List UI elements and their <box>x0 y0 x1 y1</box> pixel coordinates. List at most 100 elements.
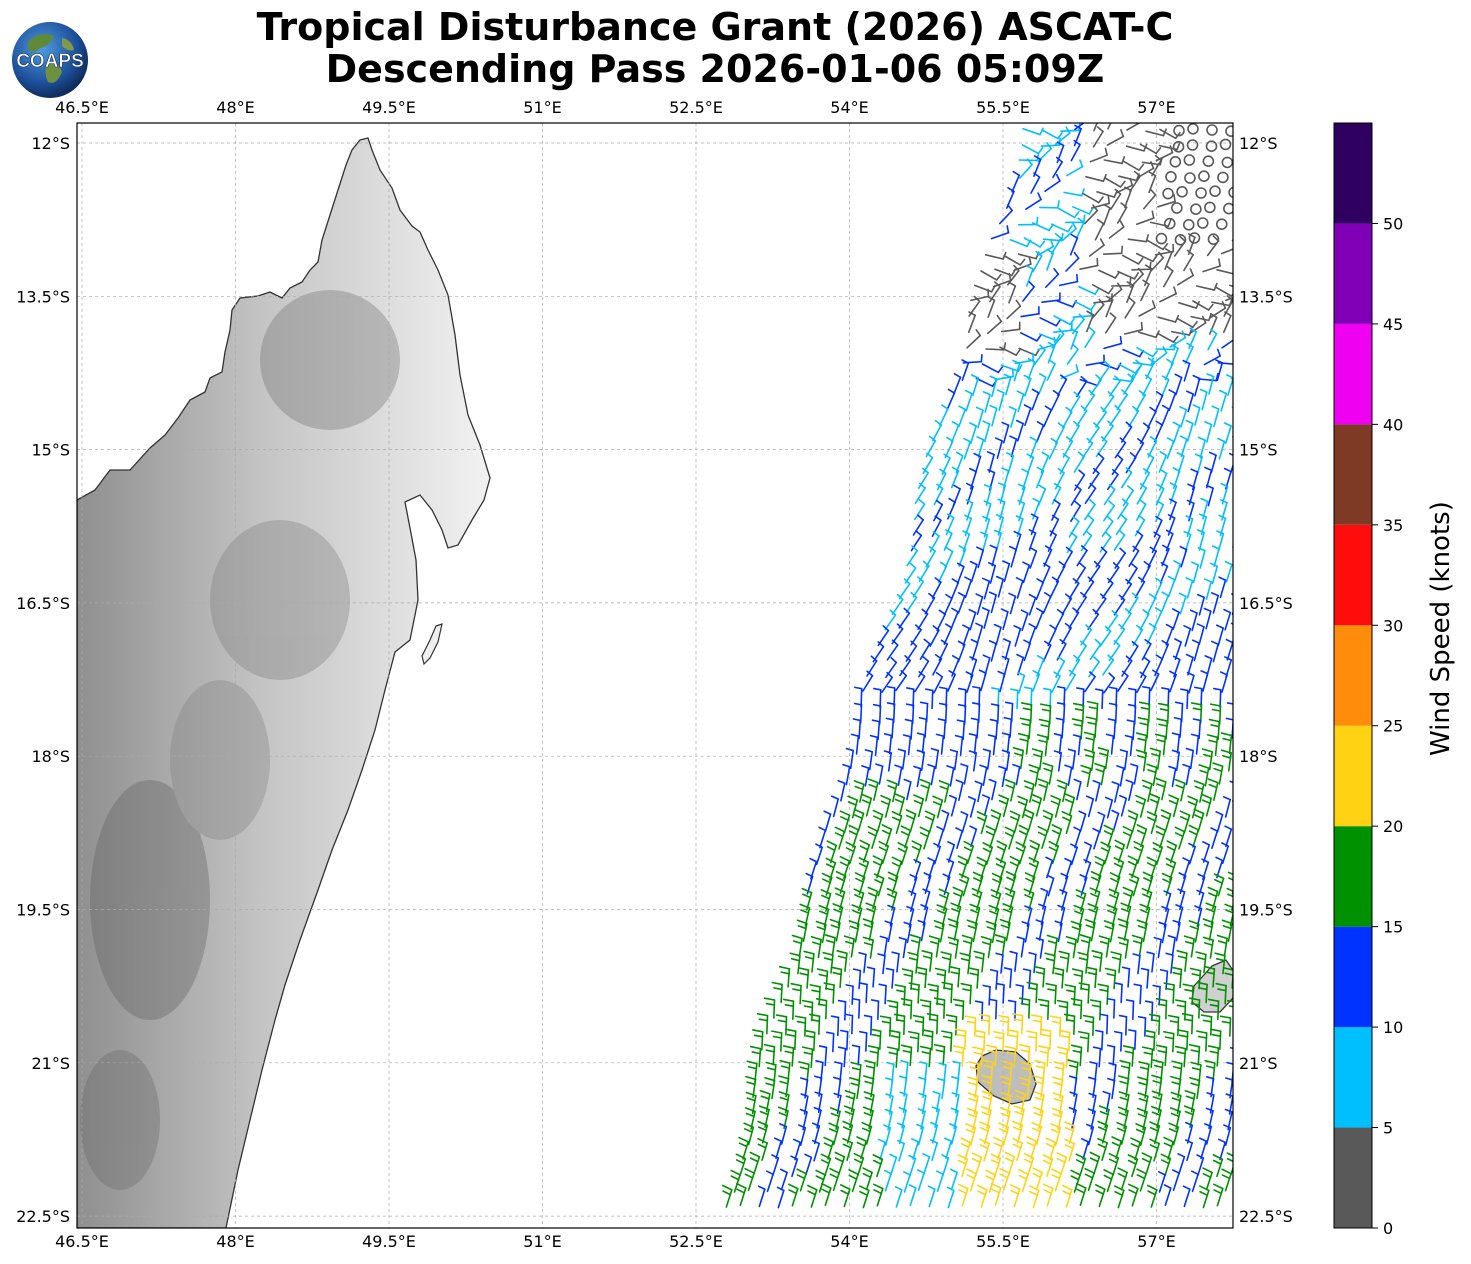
wind-barb <box>1042 1154 1054 1178</box>
wind-barb <box>756 1013 769 1035</box>
wind-barb <box>986 314 1003 335</box>
wind-barb <box>1099 625 1112 647</box>
wind-barb <box>845 747 854 770</box>
wind-barb <box>1064 1138 1075 1162</box>
wind-barb <box>1019 158 1033 179</box>
wind-barb <box>896 1139 905 1162</box>
wind-barb <box>1191 1170 1199 1193</box>
wind-barb <box>947 918 959 941</box>
wind-barb <box>1029 436 1038 459</box>
wind-barb <box>744 1167 755 1191</box>
wind-barb <box>853 780 865 803</box>
wind-barb <box>872 809 884 833</box>
wind-barb <box>1105 733 1115 755</box>
wind-barb <box>873 687 882 709</box>
wind-barb <box>1202 936 1214 959</box>
wind-barb <box>1050 389 1060 412</box>
wind-barb <box>1108 702 1118 724</box>
wind-barb <box>891 951 900 973</box>
wind-barb <box>1041 562 1051 585</box>
wind-barb <box>1221 156 1233 169</box>
wind-barb <box>1095 1029 1104 1051</box>
wind-barb <box>1076 405 1088 427</box>
wind-barb <box>1089 999 1102 1021</box>
wind-barb <box>1061 221 1077 242</box>
wind-barb <box>1196 593 1205 616</box>
wind-barb <box>1177 1152 1186 1175</box>
lon-tick-label-top: 57°E <box>1137 98 1175 117</box>
wind-barb <box>949 1123 958 1145</box>
wind-barb <box>1019 331 1042 342</box>
wind-barb <box>1101 420 1114 442</box>
wind-barb <box>979 1138 990 1162</box>
wind-barb <box>1155 777 1167 801</box>
wind-barb <box>1171 749 1180 772</box>
wind-barb <box>1188 1043 1201 1066</box>
wind-barb <box>1124 186 1132 209</box>
wind-barb <box>939 686 948 708</box>
wind-barb <box>1025 264 1034 287</box>
wind-barb <box>1023 1152 1035 1176</box>
wind-barb <box>1083 204 1099 225</box>
wind-barb <box>1046 248 1055 271</box>
wind-barb <box>1098 360 1111 382</box>
wind-barb <box>1152 984 1161 1006</box>
wind-barb <box>1211 592 1220 614</box>
wind-barb <box>946 765 955 787</box>
wind-barb <box>894 1185 903 1208</box>
wind-barb <box>1042 233 1064 242</box>
wind-barb <box>1128 873 1140 897</box>
wind-barb <box>1001 421 1010 444</box>
wind-barb <box>992 272 1012 288</box>
wind-barb <box>1103 335 1123 350</box>
wind-barb <box>1193 808 1205 832</box>
wind-barb <box>1126 719 1136 741</box>
wind-barb <box>809 984 821 1006</box>
wind-barb <box>1200 670 1209 692</box>
lon-tick-label-bottom: 52.5°E <box>669 1232 723 1251</box>
wind-barb <box>886 639 899 661</box>
wind-barb <box>1144 1029 1156 1052</box>
wind-barb <box>1061 810 1073 835</box>
wind-barb <box>1136 1168 1147 1192</box>
wind-barb <box>1028 593 1037 616</box>
wind-barb <box>1028 764 1040 787</box>
wind-barb <box>1061 593 1073 616</box>
wind-barb <box>1204 1123 1213 1145</box>
wind-barb <box>877 1138 886 1161</box>
wind-barb <box>1118 794 1128 817</box>
wind-barb <box>971 1046 984 1068</box>
wind-barb <box>1036 734 1049 757</box>
wind-barb <box>866 966 876 988</box>
wind-barb <box>1219 138 1232 151</box>
wind-barb <box>958 687 967 709</box>
wind-barb <box>933 842 942 865</box>
wind-barb <box>1126 281 1135 304</box>
wind-barb <box>1099 1013 1109 1035</box>
wind-barb <box>1235 813 1241 833</box>
wind-barb <box>1221 842 1230 865</box>
wind-barb <box>1117 936 1129 959</box>
wind-barb <box>1003 716 1013 739</box>
wind-barb <box>1173 716 1183 739</box>
colorbar-frame <box>1333 122 1373 1229</box>
wind-barb <box>981 794 991 817</box>
wind-barb <box>1118 1014 1128 1036</box>
wind-barb <box>1035 919 1044 941</box>
wind-barb <box>1188 232 1201 244</box>
wind-barb <box>1182 763 1191 786</box>
wind-barb <box>862 936 874 959</box>
wind-barb <box>930 1121 939 1144</box>
colorbar-bin <box>1334 323 1372 425</box>
wind-barb <box>1073 469 1086 491</box>
wind-barb <box>1084 671 1096 693</box>
wind-barb <box>906 687 915 709</box>
wind-barb <box>1006 299 1022 320</box>
wind-barb <box>1045 856 1054 879</box>
wind-barb <box>1185 1121 1194 1144</box>
wind-barb <box>1231 238 1233 242</box>
wind-barb <box>820 1153 832 1177</box>
wind-barb <box>1176 317 1198 328</box>
wind-barb <box>1140 967 1150 989</box>
lon-tick-label-top: 55.5°E <box>976 98 1030 117</box>
